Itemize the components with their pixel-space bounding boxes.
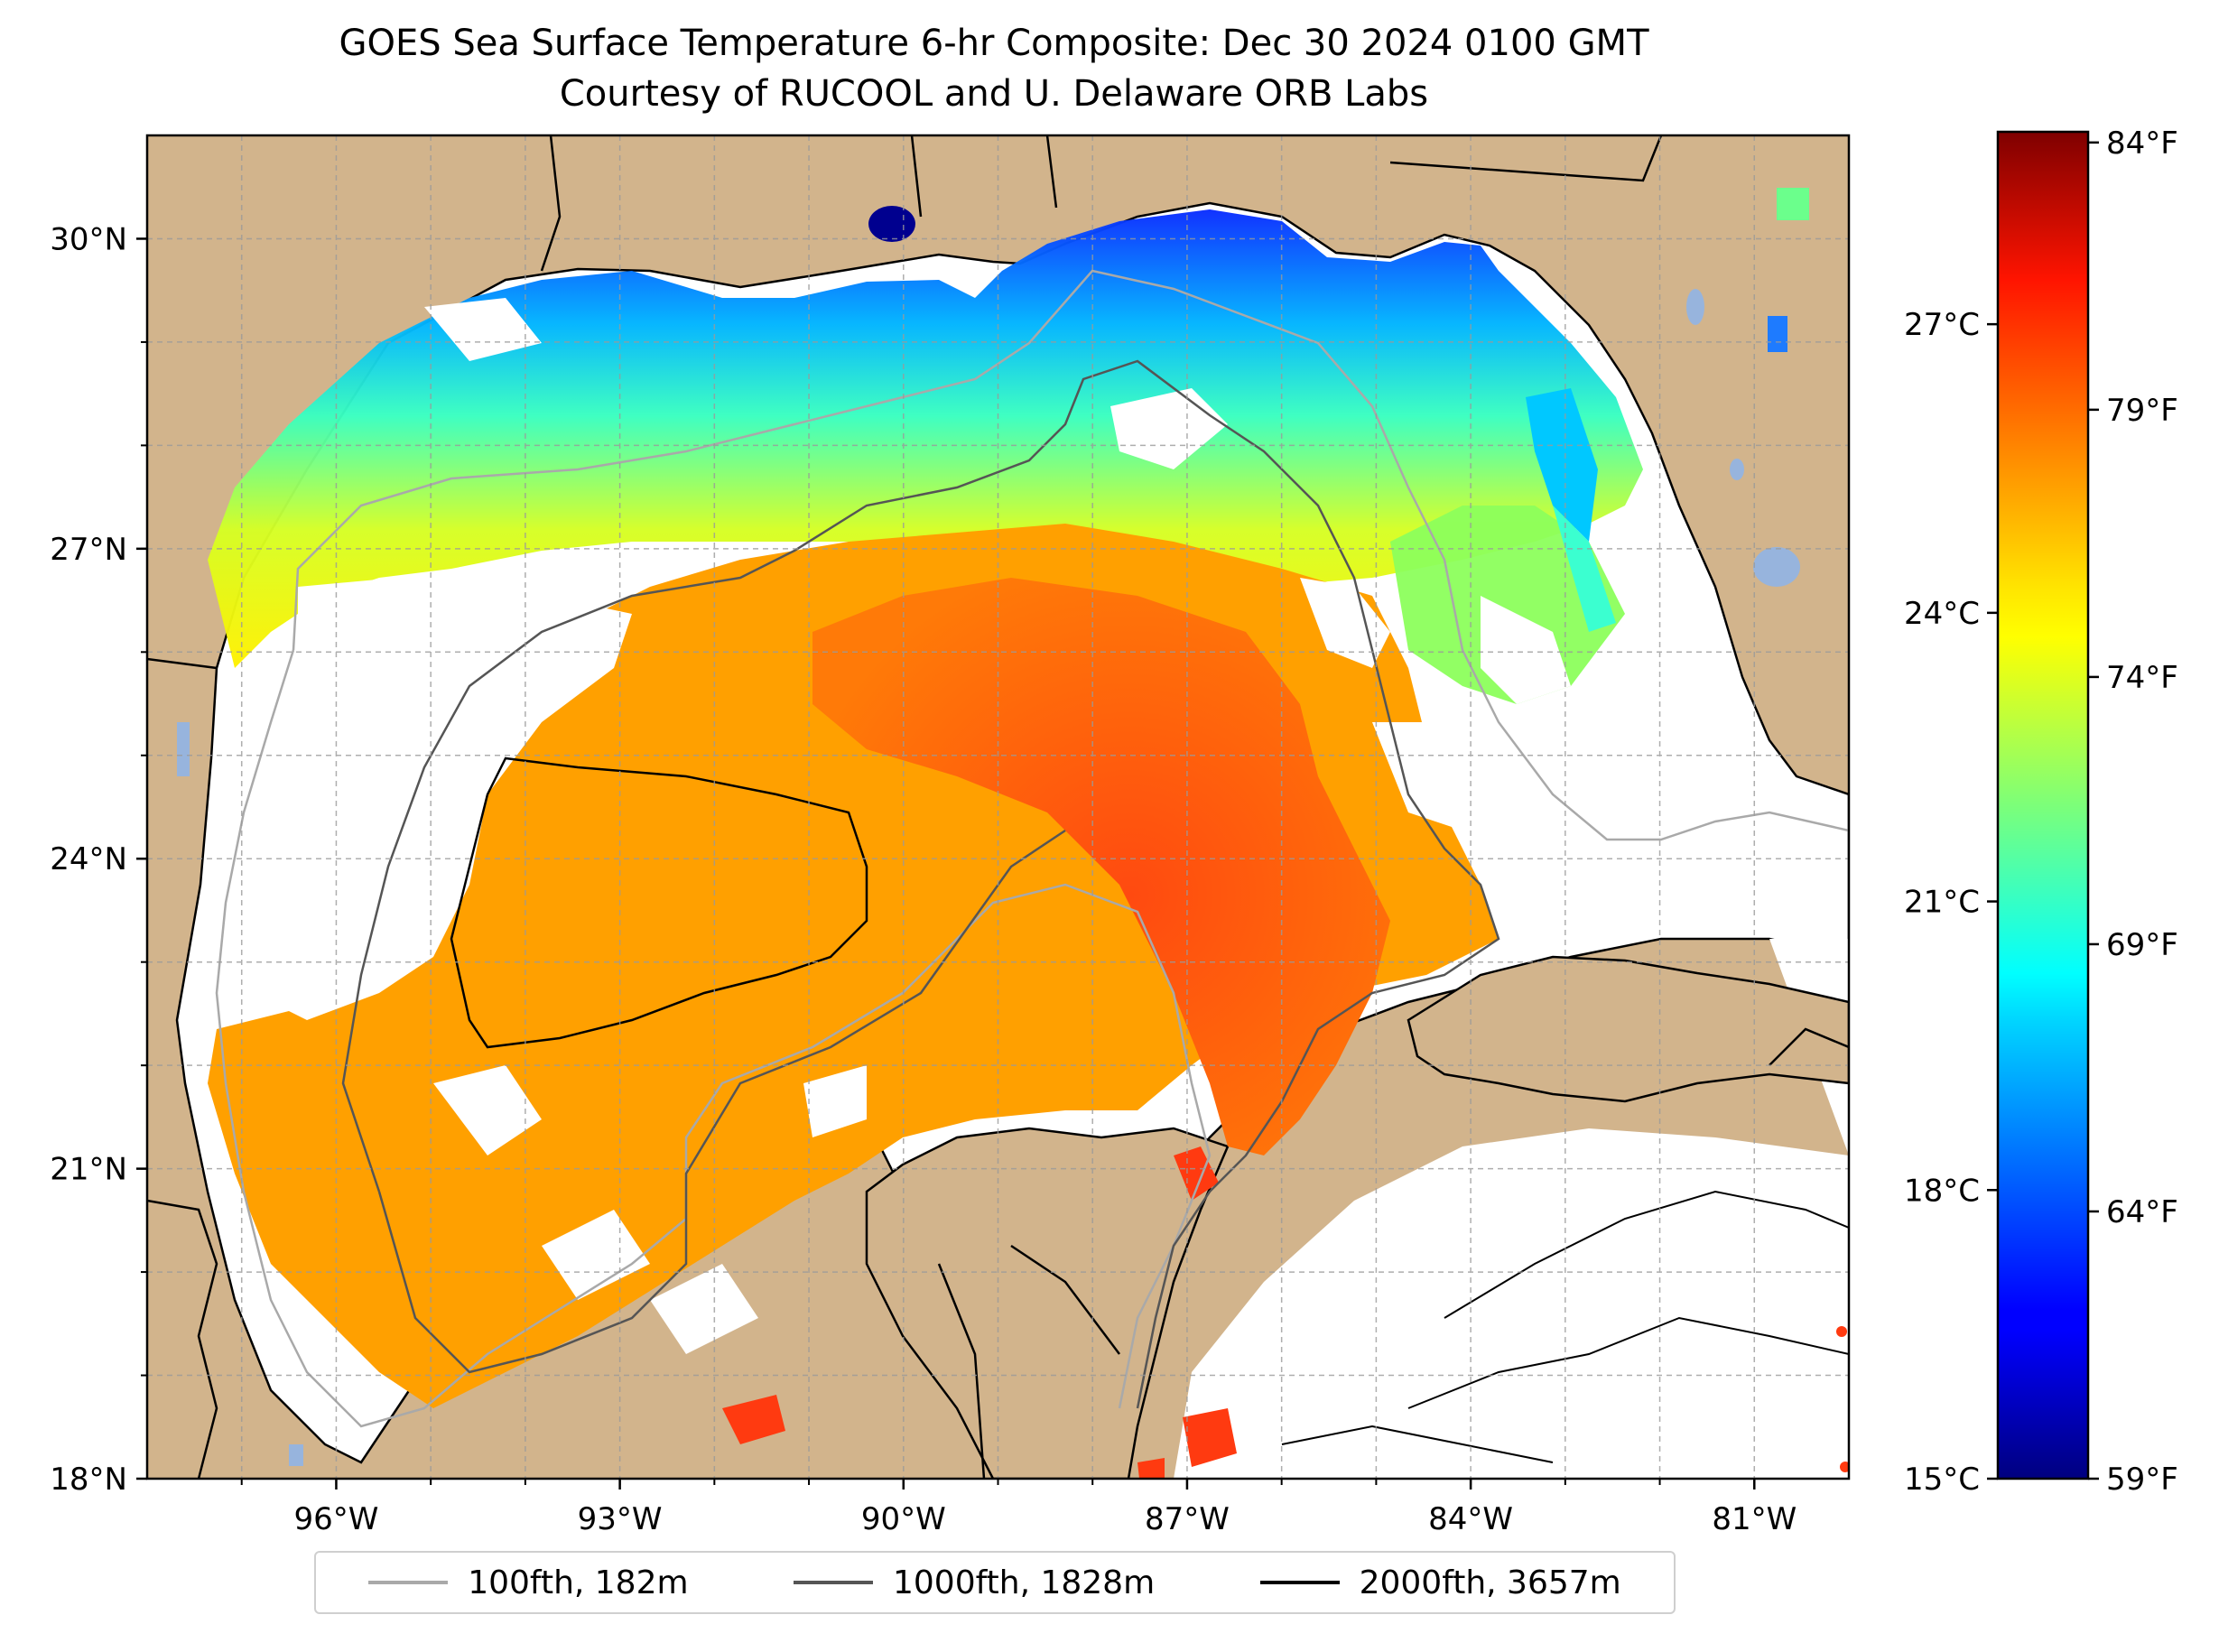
lon-tick-label: 84°W [1428, 1501, 1513, 1537]
map-axis-ticks: 96°W 93°W 90°W 87°W 84°W 81°W 18°N 21°N 24°N 27°N… [50, 221, 1797, 1537]
contour-1000fth [341, 359, 1500, 1409]
lat-tick-label: 21°N [50, 1152, 127, 1188]
legend-item-100fth: 100fth, 182m [368, 1564, 689, 1601]
lat-tick-label: 30°N [50, 221, 127, 257]
sst-northern-shelf [208, 209, 1643, 668]
colorbar-c-label: 24°C [1904, 596, 1980, 632]
colorbar-c-label: 18°C [1904, 1173, 1980, 1209]
colorbar-c-label: 21°C [1904, 885, 1980, 921]
colorbar-ticks: 15°C 18°C 21°C 24°C 27°C 59°F 64°F 69°F 74°F 79°F… [1904, 125, 2178, 1498]
lon-tick-label: 93°W [578, 1501, 663, 1537]
contour-100fth-west [215, 649, 1212, 1428]
legend-label-2000fth: 2000fth, 3657m [1359, 1564, 1621, 1601]
bathymetry-legend: 100fth, 182m 1000fth, 1828m 2000fth, 365… [314, 1551, 1676, 1614]
contour-1000fth-b [377, 829, 1066, 1374]
caribbean-water [1174, 939, 1849, 1479]
colorbar-c-label: 27°C [1904, 307, 1980, 343]
legend-label-100fth: 100fth, 182m [468, 1564, 689, 1601]
legend-label-1000fth: 1000fth, 1828m [892, 1564, 1156, 1601]
political-boundaries [147, 135, 1849, 1479]
sst-loop-current [812, 578, 1390, 1155]
colorbar-f-label: 84°F [2106, 125, 2178, 162]
colorbar-c-label: 15°C [1904, 1462, 1980, 1498]
map-area [147, 135, 1849, 1479]
contour-2000fth-east [1281, 1190, 1849, 1463]
colorbar-f-label: 79°F [2106, 393, 2178, 429]
legend-line-100fth [368, 1581, 449, 1584]
legend-item-1000fth: 1000fth, 1828m [793, 1564, 1156, 1601]
bathymetry-contours [215, 269, 1849, 1463]
contour-100fth [292, 269, 1849, 841]
cloud-gaps [253, 298, 1571, 1354]
colorbar-f-label: 74°F [2106, 660, 2178, 696]
lat-lon-grid [147, 135, 1849, 1479]
lat-tick-label: 27°N [50, 532, 127, 568]
lat-tick-label: 24°N [50, 841, 127, 877]
lat-tick-label: 18°N [50, 1462, 127, 1498]
colorbar-f-label: 69°F [2106, 927, 2178, 963]
legend-line-1000fth [793, 1581, 873, 1584]
lon-tick-label: 90°W [861, 1501, 946, 1537]
legend-item-2000fth: 2000fth, 3657m [1259, 1564, 1621, 1601]
lon-tick-label: 96°W [293, 1501, 378, 1537]
colorbar [1996, 130, 2090, 1480]
sst-florida-shelf [1390, 506, 1625, 704]
yucatan-land [865, 1127, 1230, 1479]
map-title: GOES Sea Surface Temperature 6-hr Compos… [339, 23, 1649, 64]
sst-atlantic-patches [1526, 188, 1809, 632]
colorbar-f-label: 59°F [2106, 1462, 2178, 1498]
map-subtitle: Courtesy of RUCOOL and U. Delaware ORB L… [559, 73, 1429, 115]
legend-line-2000fth [1259, 1581, 1340, 1584]
colorbar-f-label: 64°F [2106, 1194, 2178, 1230]
lon-tick-label: 87°W [1145, 1501, 1230, 1537]
lon-tick-label: 81°W [1712, 1501, 1797, 1537]
